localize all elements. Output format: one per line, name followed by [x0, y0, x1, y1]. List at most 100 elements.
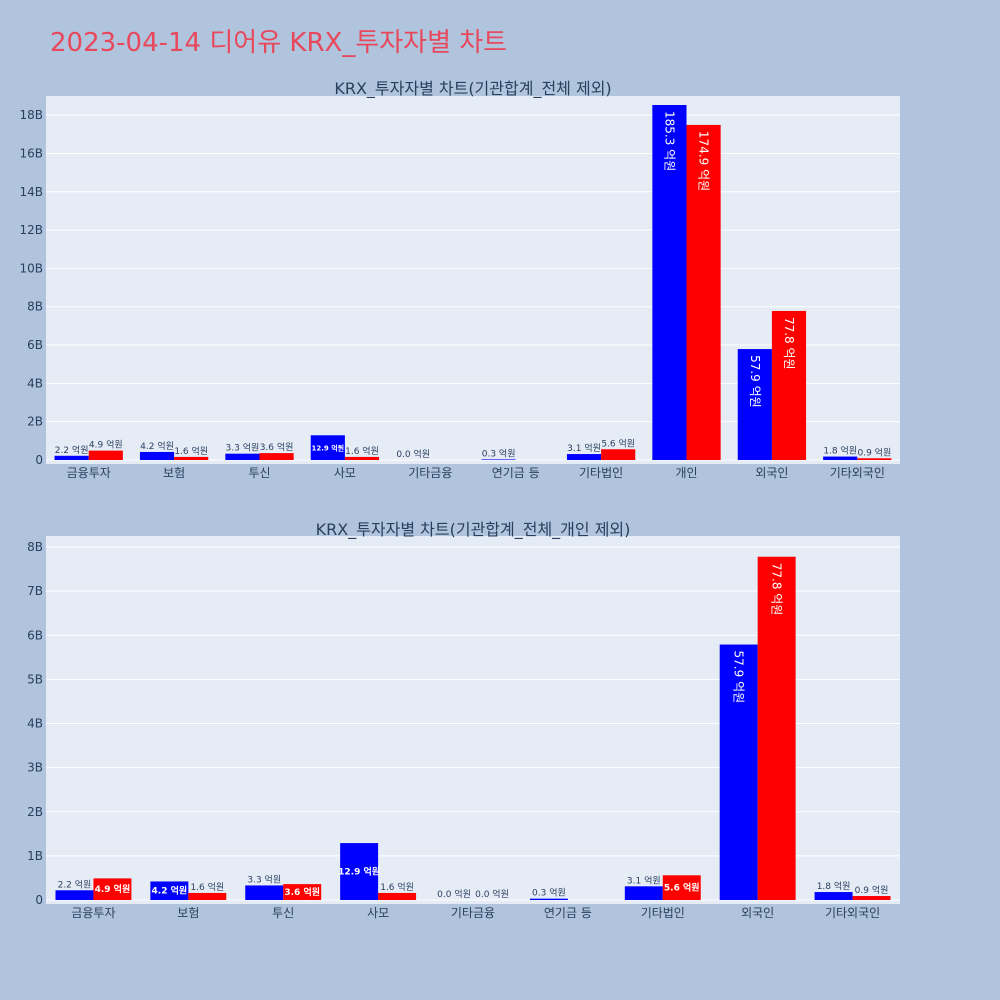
- data-label: 1.6 억원: [380, 881, 414, 893]
- x-tick-label: 금융투자: [67, 466, 111, 480]
- data-label: 1.6 억원: [174, 445, 208, 457]
- bar: [88, 450, 123, 460]
- data-label: 2.2 억원: [58, 878, 92, 890]
- bar: [378, 892, 417, 900]
- y-tick-label: 4B: [27, 717, 43, 731]
- x-tick-label: 외국인: [741, 906, 774, 920]
- data-label: 3.3 억원: [226, 442, 260, 454]
- x-tick-label: 사모: [367, 906, 389, 920]
- data-label: 1.6 억원: [190, 881, 224, 893]
- data-label: 12.9 억원: [312, 444, 345, 453]
- x-tick-label: 연기금 등: [544, 906, 592, 920]
- bar: [93, 878, 132, 900]
- data-label: 5.6 억원: [664, 882, 700, 894]
- data-label: 77.8 억원: [782, 317, 796, 370]
- bar: [737, 349, 772, 460]
- bar: [757, 556, 796, 900]
- x-tick-label: 기타금융: [451, 906, 495, 920]
- bar: [719, 644, 758, 900]
- data-label: 0.0 억원: [437, 888, 471, 900]
- bar: [852, 896, 891, 900]
- x-tick-label: 기타금융: [408, 466, 452, 480]
- data-label: 3.1 억원: [567, 442, 601, 454]
- data-label: 5.6 억원: [601, 437, 635, 449]
- data-label: 0.3 억원: [532, 887, 566, 899]
- bar: [54, 455, 89, 460]
- bar: [259, 453, 294, 460]
- y-tick-label: 10B: [19, 261, 43, 275]
- y-tick-label: 0: [35, 893, 43, 907]
- data-label: 0.0 억원: [475, 888, 509, 900]
- bar: [662, 875, 701, 900]
- data-label: 77.8 억원: [770, 563, 784, 616]
- data-label: 174.9 억원: [697, 131, 711, 191]
- bar: [55, 890, 94, 900]
- y-tick-label: 6B: [27, 628, 43, 642]
- data-label: 1.8 억원: [823, 445, 857, 457]
- data-label: 4.9 억원: [89, 439, 123, 451]
- data-label: 185.3 억원: [662, 111, 676, 171]
- page-title: 2023-04-14 디어유 KRX_투자자별 차트: [50, 28, 508, 58]
- bar: [823, 456, 858, 460]
- data-label: 3.6 억원: [284, 886, 320, 898]
- bar: [150, 881, 189, 900]
- data-label: 57.9 억원: [748, 355, 762, 408]
- y-tick-label: 5B: [27, 672, 43, 686]
- bar: [529, 898, 568, 900]
- y-tick-label: 3B: [27, 761, 43, 775]
- y-tick-label: 2B: [27, 805, 43, 819]
- bar: [566, 454, 602, 460]
- y-tick-label: 7B: [27, 584, 43, 598]
- data-label: 3.1 억원: [627, 874, 661, 886]
- bar: [225, 453, 260, 460]
- y-tick-label: 0: [35, 453, 43, 467]
- data-label: 0.0 억원: [396, 448, 430, 460]
- y-tick-label: 6B: [27, 338, 43, 352]
- y-tick-label: 1B: [27, 849, 43, 863]
- bar: [340, 843, 379, 900]
- data-label: 1.8 억원: [817, 880, 851, 892]
- y-tick-label: 8B: [27, 540, 43, 554]
- y-tick-label: 4B: [27, 376, 43, 390]
- bar: [344, 456, 380, 460]
- data-label: 12.9 억원: [338, 866, 380, 878]
- bar: [174, 456, 209, 460]
- data-label: 1.6 억원: [345, 445, 379, 457]
- x-tick-label: 기타법인: [641, 906, 685, 920]
- data-label: 0.9 억원: [855, 884, 889, 896]
- chart-title: KRX_투자자별 차트(기관합계_전체_개인 제외): [316, 520, 631, 540]
- bar: [245, 885, 284, 900]
- x-tick-label: 투신: [248, 466, 270, 480]
- data-label: 0.9 억원: [858, 446, 892, 458]
- y-tick-label: 2B: [27, 415, 43, 429]
- x-tick-label: 외국인: [755, 466, 788, 480]
- bar: [814, 892, 853, 900]
- chart-1: 0 2B 4B 6B 8B 10B 12B 14B 16B 18B KRX_투자자별 차트(기관합계…: [19, 79, 900, 480]
- x-tick-label: 보험: [163, 466, 185, 480]
- chart-title: KRX_투자자별 차트(기관합계_전체 제외): [334, 79, 611, 99]
- x-tick-label: 기타외국인: [825, 906, 880, 920]
- y-tick-label: 16B: [19, 146, 43, 160]
- data-label: 0.3 억원: [482, 447, 516, 459]
- bar: [857, 458, 892, 460]
- bar: [188, 892, 227, 900]
- bar: [686, 124, 721, 461]
- bar: [283, 884, 322, 900]
- x-tick-label: 금융투자: [71, 906, 115, 920]
- x-tick-label: 투신: [272, 906, 294, 920]
- y-tick-label: 12B: [19, 223, 43, 237]
- data-label: 4.9 억원: [95, 883, 131, 895]
- data-label: 4.2 억원: [152, 885, 188, 897]
- x-tick-label: 기타법인: [579, 466, 623, 480]
- data-label: 4.2 억원: [140, 440, 174, 452]
- chart-2: 0 1B 2B 3B 4B 5B 6B 7B 8B KRX_투자자별 차트(기관합계_전체_개인 …: [27, 520, 900, 920]
- bar: [310, 435, 345, 460]
- x-tick-label: 보험: [177, 906, 199, 920]
- data-label: 3.3 억원: [247, 873, 281, 885]
- data-label: 57.9 억원: [732, 651, 746, 704]
- bar: [601, 449, 636, 460]
- bar: [652, 105, 687, 460]
- bar: [481, 459, 516, 460]
- x-tick-label: 개인: [675, 466, 697, 480]
- x-tick-label: 사모: [334, 466, 356, 480]
